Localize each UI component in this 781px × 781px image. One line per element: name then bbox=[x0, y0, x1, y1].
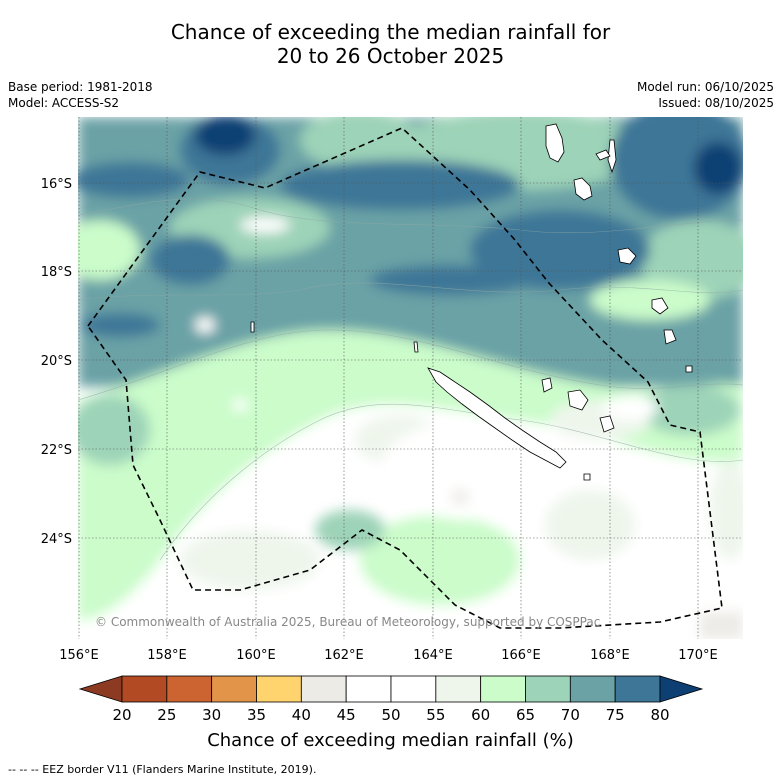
lon-label-170e: 170°E bbox=[678, 648, 718, 663]
issued-date: Issued: 08/10/2025 bbox=[658, 96, 774, 110]
vanuatu-erromango bbox=[663, 329, 677, 345]
lon-label-160e: 160°E bbox=[236, 648, 276, 663]
lat-label-16s: 16°S bbox=[41, 177, 72, 192]
lon-label-168e: 168°E bbox=[590, 648, 630, 663]
lat-labels: 16°S 18°S 20°S 22°S 24°S bbox=[41, 177, 72, 547]
colorbar-under-arrow bbox=[78, 675, 123, 703]
coastlines bbox=[250, 123, 693, 481]
colorbar-tick-label: 20 bbox=[112, 706, 131, 724]
colorbar-cell bbox=[121, 675, 168, 703]
eez-legend-note: -- -- -- EEZ border V11 (Flanders Marine… bbox=[8, 763, 317, 776]
colorbar-tick-label: 50 bbox=[381, 706, 400, 724]
colorbar-cell bbox=[480, 675, 526, 703]
colorbar-tick-label: 60 bbox=[471, 706, 490, 724]
colorbar-cell bbox=[614, 675, 661, 703]
copyright-notice: © Commonwealth of Australia 2025, Bureau… bbox=[95, 615, 600, 629]
colorbar-cell bbox=[345, 675, 392, 703]
colorbar-tick-label: 30 bbox=[202, 706, 221, 724]
belep-islet bbox=[413, 341, 419, 353]
colorbar-tick-label: 75 bbox=[606, 706, 625, 724]
lon-label-166e: 166°E bbox=[501, 648, 541, 663]
lon-labels: 156°E 158°E 160°E 162°E 164°E 166°E 168°… bbox=[59, 648, 718, 663]
vanuatu-ambae bbox=[595, 149, 611, 161]
lat-label-18s: 18°S bbox=[41, 265, 72, 280]
colorbar-cell bbox=[569, 675, 616, 703]
meta-right: Model run: 06/10/2025 Issued: 08/10/2025 bbox=[637, 79, 774, 111]
lat-label-20s: 20°S bbox=[41, 354, 72, 369]
vanuatu-malekula bbox=[573, 177, 593, 201]
colorbar-tick-label: 40 bbox=[292, 706, 311, 724]
colorbar-cell bbox=[300, 675, 347, 703]
colorbar-tick-label: 25 bbox=[157, 706, 176, 724]
colorbar-cell bbox=[166, 675, 213, 703]
colorbar-title: Chance of exceeding median rainfall (%) bbox=[207, 730, 574, 751]
colorbar-cell bbox=[211, 675, 257, 703]
new-caledonia-island bbox=[427, 367, 567, 469]
rainfall-probability-field bbox=[78, 117, 743, 639]
lon-label-164e: 164°E bbox=[413, 648, 453, 663]
colorbar-tick-label: 55 bbox=[426, 706, 445, 724]
colorbar-tick-label: 80 bbox=[650, 706, 669, 724]
colorbar-over-arrow bbox=[659, 675, 704, 703]
map-title: Chance of exceeding the median rainfall … bbox=[0, 20, 781, 68]
vanuatu-tanna bbox=[651, 297, 669, 315]
colorbar-cell bbox=[256, 675, 302, 703]
loyalty-lifou bbox=[567, 389, 589, 411]
colorbar-cell bbox=[390, 675, 437, 703]
colorbar-tick-label: 65 bbox=[516, 706, 535, 724]
lon-label-156e: 156°E bbox=[59, 648, 99, 663]
eez-border bbox=[87, 127, 723, 629]
colorbar-cell bbox=[525, 675, 571, 703]
graticule bbox=[78, 117, 743, 639]
colorbar: 20 25 30 35 40 45 50 55 60 65 70 75 80 bbox=[78, 675, 704, 724]
base-period: Base period: 1981-2018 bbox=[8, 80, 153, 94]
lat-label-22s: 22°S bbox=[41, 443, 72, 458]
lat-label-24s: 24°S bbox=[41, 532, 72, 547]
colorbar-tick-label: 45 bbox=[337, 706, 356, 724]
colorbar-tick-label: 70 bbox=[561, 706, 580, 724]
title-line-1: Chance of exceeding the median rainfall … bbox=[170, 20, 611, 44]
colorbar-tick-label: 35 bbox=[247, 706, 266, 724]
loyalty-mare bbox=[599, 415, 615, 433]
model-name: Model: ACCESS-S2 bbox=[8, 96, 120, 110]
colorbar-cell bbox=[435, 675, 482, 703]
meta-left: Base period: 1981-2018 Model: ACCESS-S2 bbox=[8, 79, 153, 111]
lon-label-158e: 158°E bbox=[147, 648, 187, 663]
loyalty-ouvea bbox=[541, 377, 553, 393]
vanuatu-small-islet bbox=[685, 365, 693, 373]
vanuatu-espiritu-santo bbox=[545, 123, 565, 163]
vanuatu-efate bbox=[617, 247, 637, 265]
title-line-2: 20 to 26 October 2025 bbox=[276, 44, 505, 68]
chesterfield-islet bbox=[250, 321, 255, 333]
lon-label-162e: 162°E bbox=[324, 648, 364, 663]
model-run: Model run: 06/10/2025 bbox=[636, 80, 774, 94]
isle-of-pines bbox=[583, 473, 591, 481]
